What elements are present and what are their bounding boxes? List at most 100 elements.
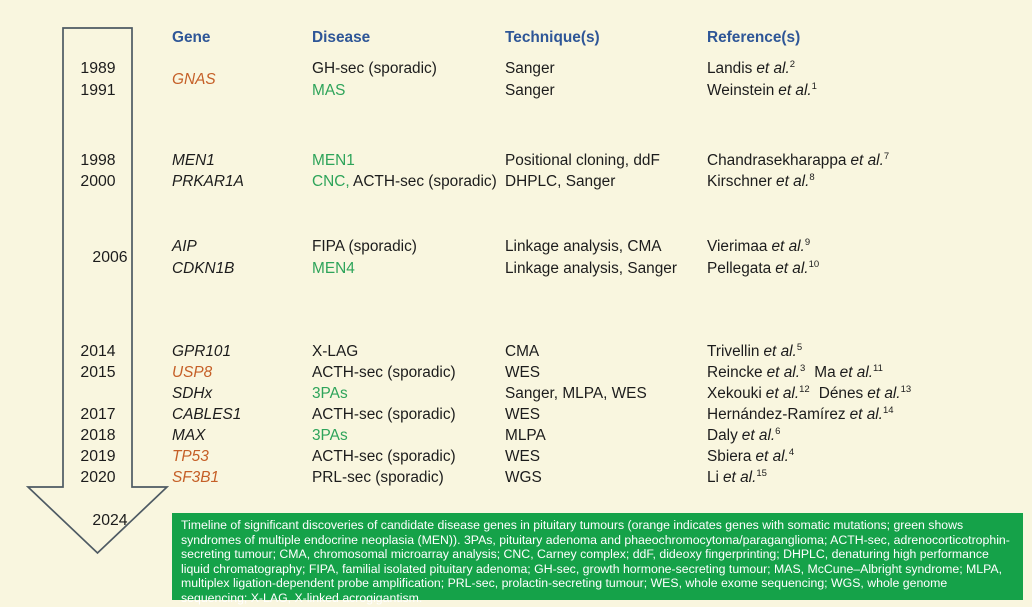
table-row: 2019 TP53 ACTH-sec (sporadic) WES Sbiera…: [0, 446, 1032, 467]
reference-1-superscript: 8: [809, 171, 815, 183]
technique-label: DHPLC, Sanger: [505, 173, 616, 190]
reference-1: Trivellin et al.5: [707, 341, 803, 360]
disease-label: 3PAs: [312, 425, 505, 446]
reference-1-superscript: 1: [811, 80, 817, 92]
disease-label: ACTH-sec (sporadic): [312, 362, 505, 383]
technique-label: Sanger: [505, 60, 555, 77]
year-label-2006: 2006: [92, 249, 128, 266]
year-label: 2020: [80, 469, 116, 486]
year-label: 2000: [80, 173, 116, 190]
year-label: 2015: [80, 364, 116, 381]
year-label: 2017: [80, 406, 116, 423]
reference-2: [828, 260, 832, 277]
disease-black-segment: ACTH-sec (sporadic): [312, 448, 456, 465]
reference-label: Landis et al.2: [707, 58, 1032, 79]
reference-2: [804, 60, 808, 77]
gene-name: GPR101: [172, 343, 232, 360]
table-row: 2014 GPR101 X-LAG CMA Trivellin et al.5: [0, 341, 1032, 362]
reference-2: [898, 152, 902, 169]
table-row: 2015 USP8 ACTH-sec (sporadic) WES Reinck…: [0, 362, 1032, 383]
reference-1-superscript: 2: [789, 58, 796, 70]
gnas-label: GNAS: [172, 71, 216, 88]
table-row: SDHx 3PAs Sanger, MLPA, WES Xekouki et al…: [0, 383, 1032, 404]
table-row: 2020 SF3B1 PRL-sec (sporadic) WGS Li et a…: [0, 467, 1032, 488]
reference-2: [819, 238, 823, 255]
year-label: 2019: [80, 448, 116, 465]
column-header-reference: Reference(s): [707, 29, 801, 46]
reference-2: [789, 427, 793, 444]
gene-name: CDKN1B: [172, 260, 235, 277]
reference-label: Sbiera et al.4: [707, 446, 1032, 467]
gene-name: CABLES1: [172, 406, 242, 423]
year-label: 2018: [80, 427, 116, 444]
technique-label: WES: [505, 448, 541, 465]
technique-label: Linkage analysis, CMA: [505, 238, 662, 255]
technique-label: Linkage analysis, Sanger: [505, 260, 677, 277]
reference-2: [824, 173, 828, 190]
disease-black-segment: ACTH-sec (sporadic): [349, 173, 497, 190]
disease-black-segment: PRL-sec (sporadic): [312, 469, 444, 486]
reference-2: [826, 82, 830, 99]
column-header-disease: Disease: [312, 29, 371, 46]
year-label: 2014: [80, 343, 116, 360]
disease-label: GH-sec (sporadic): [312, 58, 505, 79]
reference-1: Sbiera et al.4: [707, 446, 795, 465]
disease-black-segment: GH-sec (sporadic): [312, 60, 437, 77]
technique-label: WES: [505, 406, 541, 423]
timeline-arrow: [25, 27, 170, 555]
reference-2: [803, 448, 807, 465]
reference-1: Daly et al.6: [707, 425, 781, 444]
gene-name: AIP: [172, 238, 197, 255]
reference-1: Li et al.15: [707, 467, 767, 486]
disease-green-segment: 3PAs: [312, 385, 348, 402]
year-label: 1991: [80, 82, 116, 99]
reference-1-superscript: 9: [804, 236, 811, 248]
reference-1: Chandrasekharappa et al.7: [707, 150, 890, 169]
disease-label: MEN4: [312, 258, 505, 279]
table-header-row: Gene Disease Technique(s) Reference(s): [0, 27, 1032, 48]
table-row: 2000 PRKAR1A CNC, ACTH-sec (sporadic) DH…: [0, 171, 1032, 192]
disease-label: CNC, ACTH-sec (sporadic): [312, 171, 505, 192]
disease-black-segment: X-LAG: [312, 343, 359, 360]
disease-black-segment: FIPA (sporadic): [312, 238, 417, 255]
gene-name: TP53: [172, 448, 209, 465]
year-label: 1989: [80, 60, 116, 77]
reference-2: Dénes et al.13: [818, 383, 912, 402]
reference-1-superscript: 15: [756, 467, 767, 479]
reference-1: Pellegata et al.10: [707, 258, 820, 277]
column-header-technique: Technique(s): [505, 29, 600, 46]
reference-1-superscript: 4: [788, 446, 795, 458]
gene-name: USP8: [172, 364, 213, 381]
table-row: 2018 MAX 3PAs MLPA Daly et al.6: [0, 425, 1032, 446]
reference-1-superscript: 7: [883, 150, 890, 162]
disease-green-segment: CNC,: [312, 173, 350, 190]
reference-2: [903, 406, 907, 423]
reference-2: Ma et al.11: [814, 362, 883, 381]
reference-2-superscript: 11: [873, 362, 883, 374]
disease-black-segment: ACTH-sec (sporadic): [312, 406, 456, 423]
year-label: 1998: [80, 152, 116, 169]
gene-name: PRKAR1A: [172, 173, 244, 190]
disease-label: PRL-sec (sporadic): [312, 467, 505, 488]
reference-1-superscript: 3: [799, 362, 806, 374]
gene-name-gnas: GNAS: [172, 69, 216, 90]
reference-label: Daly et al.6: [707, 425, 1032, 446]
technique-label: WES: [505, 364, 541, 381]
reference-label: Hernández-Ramírez et al.14: [707, 404, 1032, 425]
year-label-2024: 2024: [92, 512, 128, 529]
gene-name: MEN1: [172, 152, 215, 169]
disease-label: MAS: [312, 80, 505, 101]
reference-2: [776, 469, 780, 486]
technique-label: Sanger, MLPA, WES: [505, 385, 647, 402]
disease-green-segment: 3PAs: [312, 427, 348, 444]
reference-label: Vierimaa et al.9: [707, 236, 1032, 257]
reference-label: Pellegata et al.10: [707, 258, 1032, 279]
reference-label: Reincke et al.3 Ma et al.11: [707, 362, 1032, 383]
reference-1-superscript: 14: [882, 404, 894, 416]
technique-label: MLPA: [505, 427, 546, 444]
reference-label: Chandrasekharappa et al.7: [707, 150, 1032, 171]
reference-2-superscript: 13: [900, 383, 912, 395]
gene-name: SDHx: [172, 385, 213, 402]
disease-label: FIPA (sporadic): [312, 236, 505, 257]
